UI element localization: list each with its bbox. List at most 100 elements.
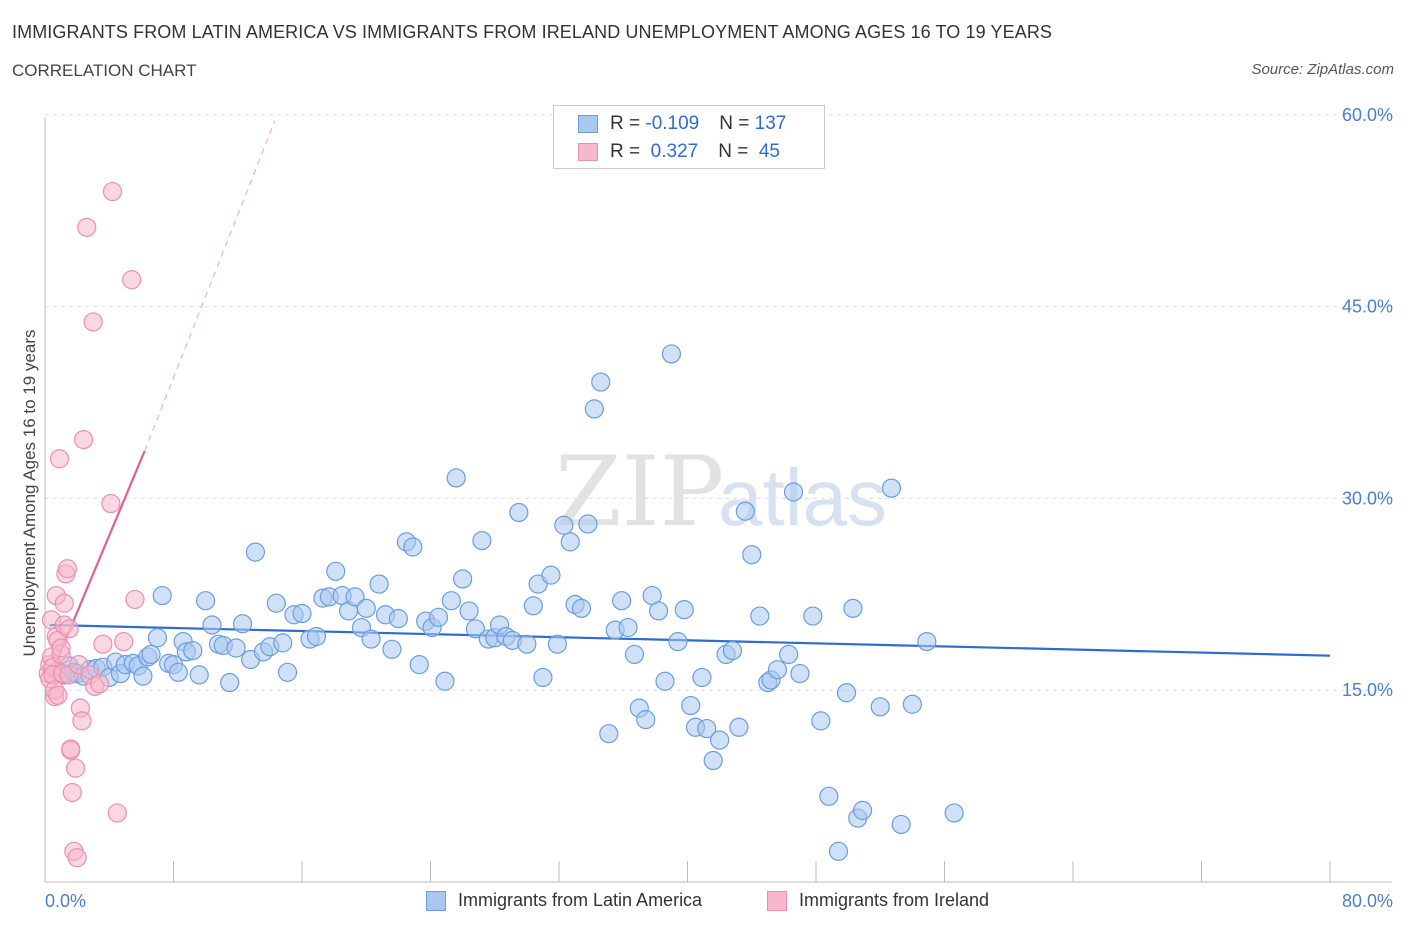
latin-america-point — [541, 565, 561, 585]
ireland-point — [59, 619, 79, 639]
latin-america-point — [917, 632, 937, 652]
latin-america-point — [459, 601, 479, 621]
legend-label: Immigrants from Ireland — [799, 890, 990, 910]
latin-america-point — [779, 644, 799, 665]
latin-america-point — [891, 814, 911, 835]
latin-america-point — [742, 545, 762, 565]
n-value: 137 — [754, 113, 787, 134]
x-tick-label: 80.0% — [1342, 891, 1393, 911]
ireland-point — [102, 181, 123, 202]
latin-america-point — [266, 593, 286, 613]
latin-america-point — [547, 634, 567, 654]
latin-america-point — [147, 628, 168, 648]
ireland-point — [73, 429, 94, 450]
legend-row-latin-america: R = -0.109 N = 137 — [578, 112, 786, 136]
latin-america-point — [441, 591, 461, 611]
latin-america-point — [273, 633, 293, 653]
ireland-point — [107, 803, 127, 823]
latin-america-point — [852, 800, 873, 820]
latin-america-point — [692, 667, 712, 688]
legend-item-ireland[interactable]: Immigrants from Ireland — [767, 890, 989, 911]
latin-america-point — [648, 601, 669, 621]
ireland-point — [101, 493, 121, 514]
latin-america-point — [409, 655, 429, 675]
ireland-point — [77, 217, 97, 237]
latin-america-point — [819, 786, 839, 806]
latin-america-point — [326, 561, 346, 581]
latin-america-point — [618, 617, 638, 638]
y-axis-label: Unemployment Among Ages 16 to 19 years — [20, 329, 39, 657]
latin-america-point — [843, 598, 863, 618]
y-tick-label: 60.0% — [1342, 105, 1393, 125]
blue-swatch — [426, 890, 446, 911]
ireland-point — [83, 312, 103, 332]
latin-america-point — [465, 619, 486, 639]
latin-america-point — [133, 666, 153, 686]
latin-america-point — [369, 574, 389, 594]
chart-title: IMMIGRANTS FROM LATIN AMERICA VS IMMIGRA… — [12, 22, 1053, 42]
ireland-trend-extension — [144, 121, 276, 452]
pink-swatch — [767, 890, 787, 911]
latin-america-point — [870, 697, 890, 717]
latin-america-point — [509, 502, 529, 523]
latin-america-trend-line — [49, 623, 1331, 657]
watermark-zip: ZIP — [555, 436, 724, 548]
latin-america-point — [428, 607, 449, 627]
source-credit: Source: ZipAtlas.com — [1251, 61, 1394, 78]
ireland-point — [65, 758, 86, 778]
latin-america-point — [722, 640, 743, 661]
latin-america-point — [523, 596, 543, 616]
latin-america-point — [168, 662, 188, 682]
latin-america-point — [245, 542, 266, 562]
ireland-point — [67, 848, 87, 868]
latin-america-point — [277, 662, 298, 682]
latin-america-point — [356, 598, 376, 618]
latin-america-point — [710, 730, 730, 750]
legend-label: Immigrants from Latin America — [458, 890, 703, 910]
grid-lines — [45, 114, 1392, 691]
r-value: 0.327 — [645, 141, 699, 162]
tick-labels: 15.0% 30.0% 45.0% 60.0% 0.0% 80.0% — [45, 105, 1393, 911]
latin-america-point — [560, 532, 580, 552]
n-value: 45 — [753, 141, 780, 162]
blue-swatch — [578, 115, 598, 133]
ireland-point — [72, 711, 92, 731]
latin-america-point — [584, 399, 604, 419]
r-label: R = — [610, 113, 646, 134]
latin-america-point — [345, 587, 365, 607]
latin-america-point — [624, 644, 645, 665]
latin-america-point — [661, 344, 682, 364]
legend-item-latin-america[interactable]: Immigrants from Latin America — [426, 890, 702, 911]
data-points — [38, 181, 964, 868]
r-label: R = — [610, 141, 646, 162]
latin-america-point — [554, 515, 574, 535]
latin-america-point — [446, 468, 466, 488]
latin-america-point — [472, 531, 492, 551]
ireland-point — [49, 449, 70, 469]
y-tick-label: 30.0% — [1342, 488, 1393, 508]
latin-america-point — [803, 606, 823, 626]
latin-america-point — [202, 615, 222, 635]
x-tick-label: 0.0% — [45, 891, 86, 911]
ireland-point — [125, 589, 145, 610]
ireland-point — [51, 638, 71, 658]
ireland-point — [57, 559, 78, 579]
trend-lines — [48, 121, 1331, 678]
latin-america-point — [571, 598, 592, 618]
latin-america-point — [517, 634, 537, 654]
latin-america-point — [612, 591, 632, 611]
latin-america-point — [292, 603, 312, 624]
latin-america-point — [828, 841, 849, 861]
latin-america-point — [591, 372, 611, 392]
latin-america-point — [767, 660, 788, 680]
chart-subtitle: CORRELATION CHART — [12, 61, 197, 80]
latin-america-point — [836, 683, 857, 703]
r-value: -0.109 — [645, 113, 700, 134]
latin-america-point — [226, 638, 246, 658]
latin-america-point — [783, 482, 804, 502]
latin-america-point — [697, 718, 717, 739]
y-tick-label: 15.0% — [1342, 680, 1393, 700]
n-label: N = — [718, 141, 754, 162]
ireland-point — [93, 634, 113, 654]
